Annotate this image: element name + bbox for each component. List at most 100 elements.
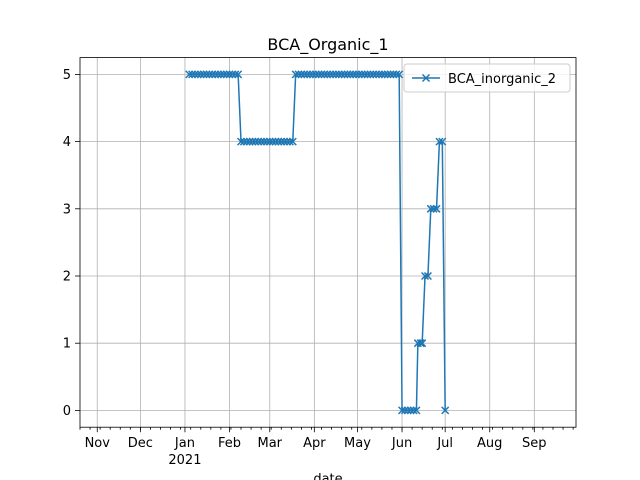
data-point-marker [208,70,217,79]
series-layer [185,70,450,415]
data-point-marker [432,204,441,213]
data-point-marker [435,137,444,146]
data-point-marker [303,70,312,79]
data-point-marker [423,271,432,281]
data-point-marker [363,70,372,79]
data-point-marker [294,70,303,79]
data-point-marker [305,70,315,79]
legend-marker-swatch [421,73,431,83]
data-point-marker [254,137,263,146]
plot-frame [79,57,577,428]
x-tick-label: Jun [391,436,412,451]
data-point-marker [245,137,254,146]
y-tick-label: 0 [63,404,71,419]
data-point-marker [340,70,349,79]
x-tick-label: Mar [258,436,283,451]
data-point-marker [236,137,246,146]
data-point-marker [282,137,292,146]
data-point-marker [199,70,208,79]
data-point-marker [400,406,409,415]
data-point-marker [231,70,240,79]
data-point-marker [320,70,329,79]
grid-lines [80,57,576,428]
data-point-marker [343,70,352,79]
data-point-marker [389,70,398,79]
data-point-marker [334,70,343,79]
data-point-marker [383,70,392,79]
data-point-marker [386,70,395,79]
x-tick-label: Sep [522,436,547,451]
axis-ticks: Nov Dec Jan 2021 Feb Mar Apr May Jun Jul Aug Sep 0 1 2… [63,68,574,468]
data-point-marker [251,137,260,146]
data-point-marker [225,70,234,79]
data-point-marker [300,70,309,79]
data-point-marker [277,137,286,146]
data-point-marker [280,137,289,146]
data-point-marker [257,137,266,146]
legend-box [403,63,571,93]
y-tick-label: 3 [63,202,71,217]
data-point-marker [421,271,430,281]
x-tick-label: Dec [128,436,153,451]
data-point-marker [377,70,386,79]
series-line [189,73,446,412]
data-point-marker [308,70,317,79]
chart-title: BCA_Organic_1 [267,35,388,55]
data-point-marker [228,70,237,79]
legend: BCA_inorganic_2 [403,63,571,93]
data-point-marker [412,406,421,415]
data-point-marker [239,137,248,146]
x-tick-label: May [344,436,371,451]
data-point-marker [193,70,202,79]
y-tick-label: 1 [63,337,71,352]
data-point-marker [380,70,389,79]
data-point-marker [331,70,340,79]
data-point-marker [265,137,274,146]
data-point-marker [291,70,300,79]
data-point-marker [202,70,211,79]
data-point-marker [222,70,231,79]
data-point-marker [211,70,220,79]
data-point-marker [219,70,228,79]
data-point-marker [271,137,280,146]
data-point-marker [323,70,332,79]
data-point-marker [234,70,243,79]
data-point-marker [360,70,369,79]
data-point-marker [441,406,450,415]
data-point-marker [311,70,320,79]
data-point-marker [248,137,257,146]
data-point-marker [185,70,194,79]
data-point-marker [274,137,283,146]
x-tick-label: Aug [477,436,502,451]
data-point-marker [398,406,407,415]
data-point-marker [337,70,346,79]
x-axis-label: date [313,472,342,480]
data-point-marker [406,406,415,415]
data-point-marker [418,339,427,348]
legend-label: BCA_inorganic_2 [448,72,556,87]
data-point-marker [395,70,404,79]
x-tick-label: Jul [436,436,453,451]
data-point-marker [242,137,251,146]
data-point-marker [372,70,381,79]
data-point-marker [366,70,375,79]
data-point-marker [213,70,223,79]
data-point-marker [188,70,197,79]
data-point-marker [314,70,323,79]
data-point-marker [285,137,294,146]
data-point-marker [346,70,355,79]
x-tick-label: Apr [303,436,326,451]
data-point-marker [416,339,425,348]
data-point-marker [262,137,271,146]
y-tick-label: 4 [63,135,71,150]
data-point-marker [392,70,401,79]
data-point-marker [357,70,366,79]
data-point-marker [429,204,438,213]
x-tick-label: Feb [218,436,241,451]
data-point-marker [216,70,225,79]
data-point-marker [268,137,277,146]
x-tick-label: Nov [85,436,111,451]
data-point-marker [326,70,335,79]
x-tick-label: Jan [174,436,195,451]
